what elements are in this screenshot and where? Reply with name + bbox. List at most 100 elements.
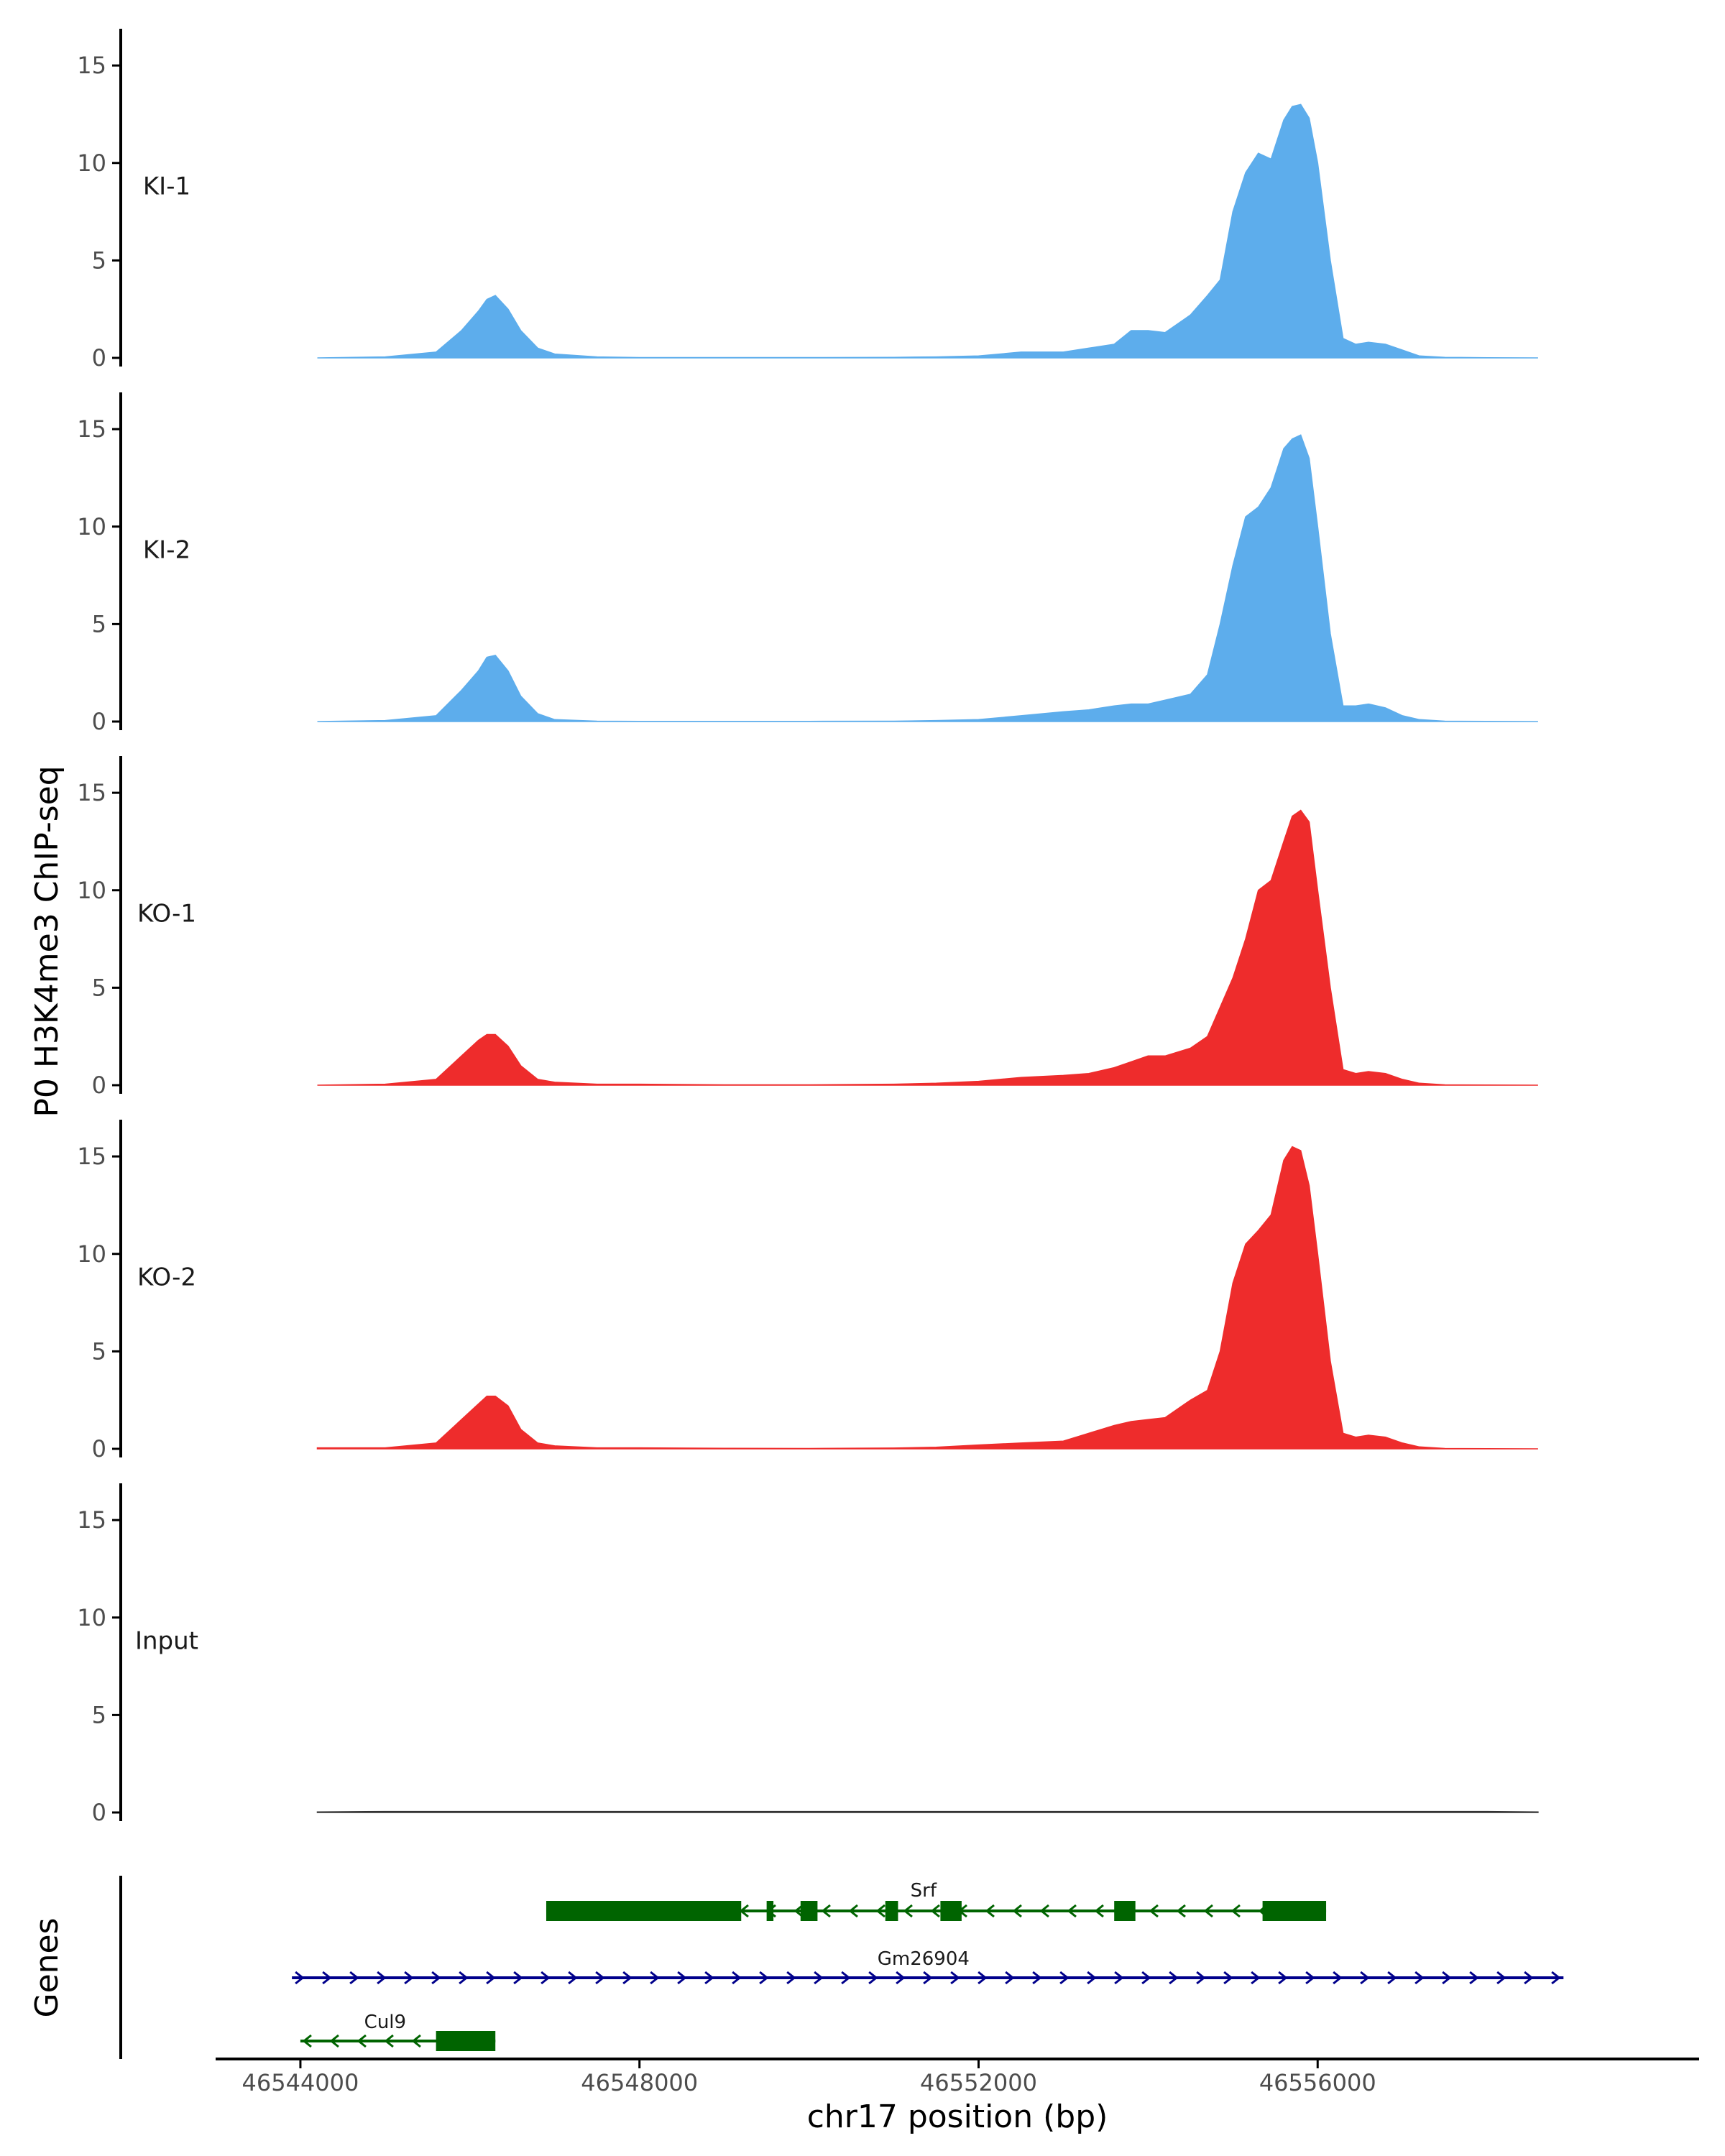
strand-arrow-gm26904-28 [1059,1971,1070,1985]
strand-arrow-gm26904-27 [1032,1971,1042,1985]
strand-arrow-gm26904-40 [1387,1971,1397,1985]
strand-arrow-srf-12 [875,1904,886,1918]
gene-label-srf: Srf [911,1880,937,1902]
strand-arrow-srf-13 [903,1904,913,1918]
y-tick-label-ko-1-15: 15 [77,779,106,806]
strand-arrow-gm26904-14 [677,1971,687,1985]
strand-arrow-gm26904-10 [568,1971,578,1985]
strand-arrow-gm26904-18 [786,1971,796,1985]
strand-arrow-gm26904-43 [1469,1971,1479,1985]
y-tick-label-ko-2-15: 15 [77,1143,106,1170]
x-tick-label-46552000: 46552000 [920,2069,1037,2096]
strand-arrow-gm26904-35 [1251,1971,1261,1985]
strand-arrow-cul9-3 [384,2034,394,2048]
y-tick-label-ko-1-0: 0 [92,1072,106,1099]
track-ko-2: 0 5 10 15 KO-2 [77,1120,1538,1462]
y-tick-label-input-10: 10 [77,1604,106,1631]
track-label-ko-2: KO-2 [137,1263,196,1291]
strand-arrow-gm26904-16 [732,1971,742,1985]
exon-srf-3 [885,1901,898,1921]
strand-arrow-gm26904-42 [1442,1971,1452,1985]
strand-arrow-gm26904-11 [595,1971,605,1985]
exon-srf-1 [766,1901,774,1921]
y-tick-label-input-0: 0 [92,1799,106,1826]
strand-arrow-srf-10 [821,1904,831,1918]
x-axis-title: chr17 position (bp) [807,2099,1108,2135]
exon-srf-5 [1114,1901,1136,1921]
strand-arrow-srf-22 [1149,1904,1159,1918]
strand-arrow-srf-17 [1012,1904,1022,1918]
strand-arrow-srf-25 [1230,1904,1241,1918]
exon-srf-2 [800,1901,818,1921]
strand-arrow-gm26904-7 [486,1971,496,1985]
strand-arrow-cul9-0 [302,2034,312,2048]
area-ko-1 [317,809,1538,1086]
area-ki-2 [317,434,1538,722]
strand-arrow-srf-18 [1039,1904,1049,1918]
strand-arrow-gm26904-39 [1360,1971,1370,1985]
y-axis-title: P0 H3K4me3 ChIP-seq [29,765,65,1117]
strand-arrow-srf-14 [930,1904,940,1918]
y-tick-label-ki-1-15: 15 [77,52,106,79]
y-tick-label-ki-1-10: 10 [77,149,106,177]
x-axis: 46544000 46548000 46552000 46556000 [216,2058,1699,2096]
strand-arrow-gm26904-41 [1414,1971,1425,1985]
exon-cul9-0 [436,2031,496,2051]
strand-arrow-gm26904-0 [295,1971,305,1985]
area-ki-1 [317,103,1538,359]
x-tick-label-46544000: 46544000 [242,2069,359,2096]
x-tick-label-46548000: 46548000 [581,2069,698,2096]
y-tick-label-ko-2-10: 10 [77,1240,106,1268]
strand-arrow-gm26904-34 [1223,1971,1233,1985]
track-ki-2: 0 5 10 15 KI-2 [77,392,1538,735]
track-ko-1: 0 5 10 15 KO-1 [77,756,1538,1099]
strand-arrow-gm26904-5 [431,1971,441,1985]
strand-arrow-gm26904-29 [1087,1971,1097,1985]
strand-arrow-cul9-4 [411,2034,421,2048]
y-tick-label-ki-2-5: 5 [92,610,106,637]
strand-arrow-gm26904-1 [322,1971,332,1985]
y-tick-label-ko-2-5: 5 [92,1337,106,1365]
strand-arrow-gm26904-15 [704,1971,714,1985]
strand-arrow-gm26904-44 [1496,1971,1506,1985]
strand-arrow-gm26904-2 [349,1971,359,1985]
track-label-input: Input [135,1626,198,1655]
track-label-ki-2: KI-2 [143,535,190,564]
y-tick-label-ko-1-5: 5 [92,974,106,1001]
strand-arrow-gm26904-6 [459,1971,469,1985]
area-ko-2 [316,1146,1538,1450]
strand-arrow-gm26904-3 [377,1971,387,1985]
gene-cul9: Cul9 [300,2012,496,2051]
track-input: 0 5 10 15 Input [77,1483,1539,1826]
genes-panel-title: Genes [29,1917,65,2017]
strand-arrow-gm26904-33 [1196,1971,1206,1985]
x-tick-label-46556000: 46556000 [1259,2069,1376,2096]
strand-arrow-gm26904-4 [404,1971,414,1985]
strand-arrow-gm26904-9 [540,1971,551,1985]
strand-arrow-cul9-1 [329,2034,339,2048]
strand-arrow-gm26904-46 [1551,1971,1561,1985]
strand-arrow-gm26904-30 [1114,1971,1124,1985]
y-tick-label-input-5: 5 [92,1701,106,1728]
strand-arrow-gm26904-22 [896,1971,906,1985]
y-tick-label-ko-2-0: 0 [92,1435,106,1462]
strand-arrow-gm26904-26 [1005,1971,1015,1985]
strand-arrow-gm26904-21 [868,1971,878,1985]
strand-arrow-gm26904-8 [513,1971,523,1985]
strand-arrow-gm26904-31 [1141,1971,1151,1985]
strand-arrow-gm26904-45 [1524,1971,1534,1985]
gene-gm26904: Gm26904 [292,1948,1564,1985]
strand-arrow-gm26904-37 [1305,1971,1315,1985]
y-tick-label-ki-2-0: 0 [92,708,106,735]
strand-arrow-gm26904-38 [1333,1971,1343,1985]
strand-arrow-gm26904-23 [923,1971,933,1985]
strand-arrow-gm26904-13 [650,1971,660,1985]
y-tick-label-ki-1-5: 5 [92,247,106,274]
strand-arrow-gm26904-19 [814,1971,824,1985]
y-tick-label-input-15: 15 [77,1506,106,1534]
strand-arrow-gm26904-25 [978,1971,988,1985]
strand-arrow-gm26904-36 [1278,1971,1288,1985]
strand-arrow-srf-24 [1203,1904,1213,1918]
tracks-group: 0 5 10 15 KI-1 0 5 10 15 KI-2 0 5 10 15 KO-1 0 5 10 15 KO-2… [77,29,1539,1826]
strand-arrow-gm26904-12 [622,1971,632,1985]
